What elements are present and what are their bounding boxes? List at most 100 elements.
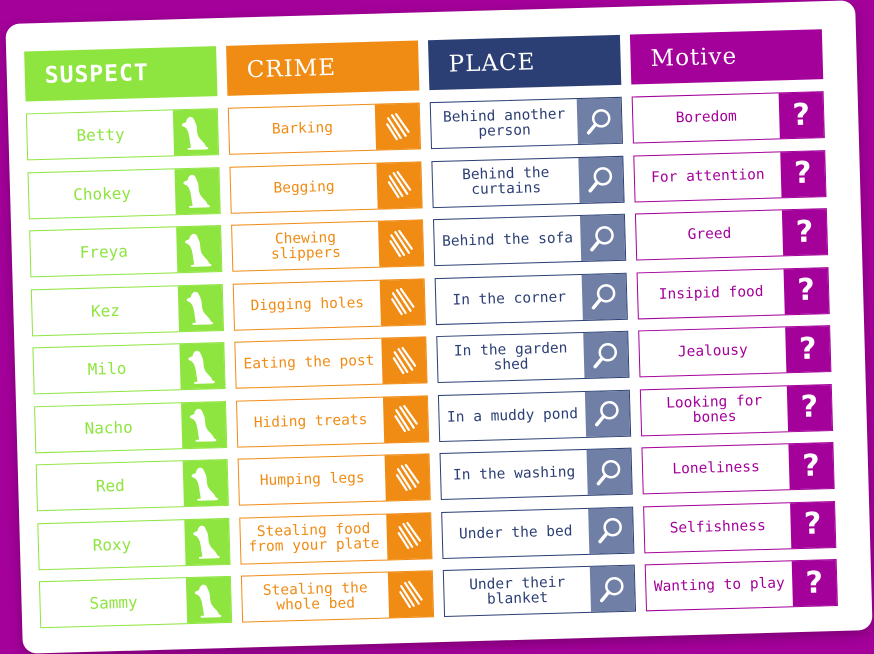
claw-scratch-icon bbox=[378, 220, 424, 267]
magnifying-glass-icon bbox=[581, 273, 627, 320]
suspect-header: SUSPECT bbox=[24, 46, 218, 102]
place-header: PLACE bbox=[427, 34, 622, 91]
motive-card[interactable]: Greed? bbox=[634, 208, 829, 261]
suspect-card[interactable]: Milo bbox=[32, 341, 226, 395]
crime-card[interactable]: Stealing food from your plate bbox=[239, 511, 433, 565]
crime-cards: Barking Begging Chewing slippers Digging ho… bbox=[227, 102, 435, 623]
question-mark-glyph: ? bbox=[803, 506, 822, 542]
motive-card[interactable]: Insipid food? bbox=[636, 266, 830, 319]
magnifying-glass-icon bbox=[588, 507, 634, 554]
question-mark-icon: ? bbox=[780, 150, 826, 197]
place-card-label: Under their blanket bbox=[468, 574, 566, 608]
suspect-card-label: Milo bbox=[87, 358, 127, 379]
crime-card[interactable]: Chewing slippers bbox=[231, 219, 425, 272]
place-card[interactable]: In the corner bbox=[434, 272, 628, 325]
motive-card[interactable]: Jealousy? bbox=[638, 325, 832, 378]
crime-column: CRIME Barking Begging Chewing slippers Digg… bbox=[226, 40, 435, 634]
question-mark-glyph: ? bbox=[795, 214, 814, 250]
dog-icon bbox=[177, 284, 223, 331]
magnifying-glass-icon bbox=[589, 565, 635, 612]
motive-card-label: For attention bbox=[650, 166, 765, 186]
place-card[interactable]: In the garden shed bbox=[436, 330, 630, 384]
suspect-card[interactable]: Sammy bbox=[38, 575, 233, 629]
question-mark-glyph: ? bbox=[796, 272, 816, 308]
place-cards: Behind another person Behind the curtains… bbox=[429, 96, 637, 617]
motive-card-label: Selfishness bbox=[669, 517, 766, 537]
place-card-label: In the washing bbox=[452, 464, 576, 484]
magnifying-glass-icon bbox=[576, 97, 622, 145]
crime-card[interactable]: Begging bbox=[229, 160, 423, 214]
claw-scratch-icon bbox=[376, 161, 422, 209]
place-card[interactable]: In the washing bbox=[439, 447, 633, 501]
suspect-card[interactable]: Kez bbox=[30, 283, 225, 336]
motive-card[interactable]: Boredom? bbox=[631, 91, 825, 144]
dog-icon bbox=[172, 109, 219, 156]
motive-card[interactable]: Loneliness? bbox=[641, 442, 835, 495]
motive-card-label: Looking for bones bbox=[665, 393, 763, 426]
suspect-cards: Betty Chokey Freya Kez Milo Nacho Red Roxy Sammy bbox=[25, 108, 233, 629]
question-mark-icon: ? bbox=[788, 443, 834, 490]
claw-scratch-icon bbox=[382, 395, 429, 443]
place-card[interactable]: In a muddy pond bbox=[437, 389, 632, 442]
suspect-card[interactable]: Chokey bbox=[27, 166, 221, 219]
crime-card[interactable]: Stealing the whole bed bbox=[240, 570, 435, 623]
question-mark-icon: ? bbox=[781, 209, 828, 256]
crime-header: CRIME bbox=[226, 40, 420, 96]
place-card[interactable]: Behind the sofa bbox=[432, 213, 627, 267]
place-card[interactable]: Under the bed bbox=[441, 506, 635, 559]
motive-card[interactable]: Looking for bones? bbox=[639, 383, 834, 436]
motive-card-label: Insipid food bbox=[658, 283, 764, 303]
motive-card-label: Jealousy bbox=[677, 342, 748, 361]
motive-header: Motive bbox=[629, 29, 824, 85]
suspect-card-label: Chokey bbox=[72, 183, 132, 204]
place-card[interactable]: Behind another person bbox=[429, 96, 623, 150]
game-board: SUSPECT Betty Chokey Freya Kez Milo Nacho Red R… bbox=[5, 0, 873, 654]
dog-icon bbox=[185, 576, 232, 624]
magnifying-glass-icon bbox=[584, 390, 631, 437]
crime-card[interactable]: Humping legs bbox=[237, 453, 431, 506]
motive-card[interactable]: For attention? bbox=[633, 149, 827, 202]
suspect-card-label: Kez bbox=[90, 300, 121, 321]
suspect-card[interactable]: Roxy bbox=[37, 517, 231, 570]
motive-card-label: Wanting to play bbox=[653, 575, 785, 596]
motive-card-label: Greed bbox=[687, 225, 732, 244]
crime-card-label: Stealing the whole bed bbox=[262, 579, 368, 614]
question-mark-icon: ? bbox=[786, 384, 833, 431]
question-mark-icon: ? bbox=[790, 501, 836, 548]
suspect-card-label: Roxy bbox=[92, 534, 132, 555]
question-mark-glyph: ? bbox=[793, 155, 813, 192]
place-card-label: Behind the sofa bbox=[441, 230, 574, 250]
question-mark-icon: ? bbox=[791, 560, 837, 607]
dog-icon bbox=[176, 226, 222, 273]
crime-card-label: Humping legs bbox=[259, 470, 365, 490]
magnifying-glass-icon bbox=[579, 214, 626, 262]
crime-card-label: Stealing food from your plate bbox=[248, 520, 380, 556]
question-mark-glyph: ? bbox=[801, 447, 821, 484]
claw-scratch-icon bbox=[386, 512, 432, 560]
place-card[interactable]: Behind the curtains bbox=[431, 155, 625, 208]
claw-scratch-icon bbox=[374, 103, 421, 150]
crime-card[interactable]: Hiding treats bbox=[235, 394, 430, 448]
question-mark-icon: ? bbox=[783, 267, 829, 314]
dog-icon bbox=[181, 401, 227, 448]
suspect-card[interactable]: Red bbox=[35, 458, 229, 512]
motive-card[interactable]: Wanting to play? bbox=[644, 558, 838, 612]
suspect-card-label: Red bbox=[95, 475, 126, 496]
claw-scratch-icon bbox=[381, 337, 427, 384]
crime-card[interactable]: Barking bbox=[227, 102, 422, 155]
motive-card[interactable]: Selfishness? bbox=[643, 500, 837, 553]
magnifying-glass-icon bbox=[583, 331, 629, 378]
claw-scratch-icon bbox=[387, 571, 434, 618]
suspect-card[interactable]: Freya bbox=[29, 225, 223, 278]
place-card-label: In the garden shed bbox=[453, 339, 568, 373]
suspect-card[interactable]: Betty bbox=[25, 108, 220, 161]
question-mark-glyph: ? bbox=[798, 330, 817, 367]
magnifying-glass-icon bbox=[578, 156, 624, 203]
crime-card[interactable]: Digging holes bbox=[232, 277, 426, 331]
place-card[interactable]: Under their blanket bbox=[442, 564, 637, 617]
crime-card[interactable]: Eating the post bbox=[234, 336, 428, 389]
suspect-card[interactable]: Nacho bbox=[34, 400, 228, 453]
magnifying-glass-icon bbox=[586, 448, 632, 495]
suspect-card-label: Sammy bbox=[89, 592, 138, 613]
question-mark-glyph: ? bbox=[800, 389, 819, 425]
